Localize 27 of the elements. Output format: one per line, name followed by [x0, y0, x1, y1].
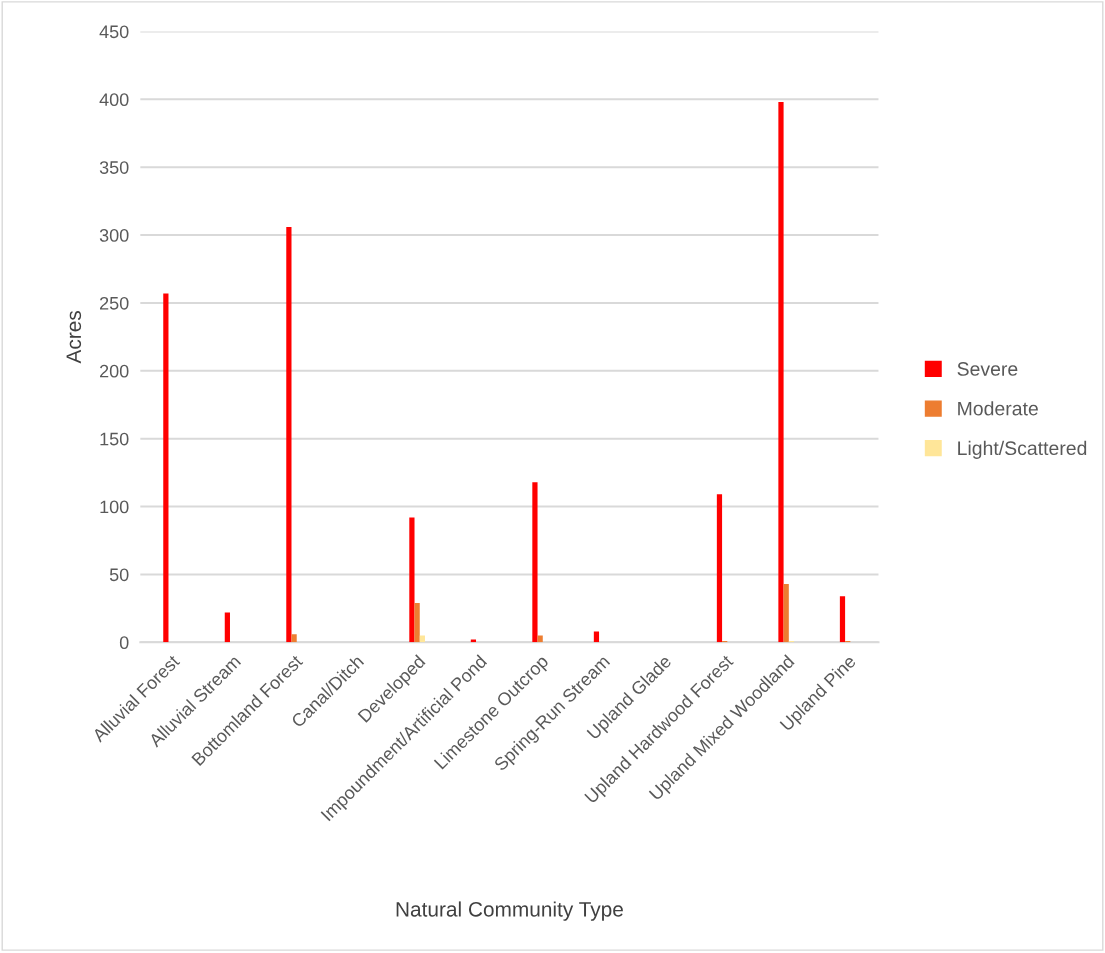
y-tick-label: 300 [99, 229, 129, 242]
bar [286, 226, 292, 643]
bar [532, 482, 538, 643]
y-tick-label: 0 [119, 636, 129, 650]
y-tick-label: 50 [109, 568, 129, 582]
bar [409, 517, 415, 643]
y-tick-label: 250 [100, 296, 129, 310]
bar [716, 494, 723, 643]
legend-label: Moderate [958, 401, 1038, 416]
legend-label: Severe [957, 362, 1018, 376]
y-tick-label: 200 [100, 364, 129, 378]
bar [593, 631, 600, 643]
bar [839, 596, 846, 643]
bar [224, 612, 230, 643]
bar [163, 293, 169, 643]
y-tick-label: 350 [99, 161, 129, 174]
y-tick-label: 150 [100, 432, 129, 446]
y-tick-label: 450 [99, 25, 129, 39]
y-tick-label: 400 [99, 93, 129, 107]
bar [783, 583, 789, 643]
y-tick-label: 100 [100, 500, 129, 514]
legend-label: Light/Scattered [958, 440, 1087, 459]
bar [778, 102, 784, 643]
bar [291, 634, 297, 643]
y-axis-title: Acres [66, 311, 82, 364]
x-axis-title: Natural Community Type [396, 901, 623, 921]
bar [414, 602, 420, 643]
